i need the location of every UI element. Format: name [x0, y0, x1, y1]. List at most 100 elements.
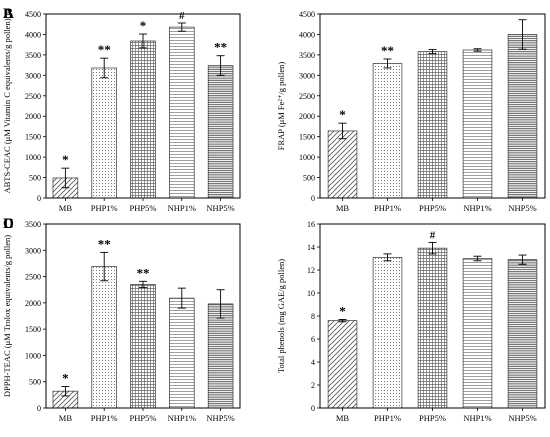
y-tick-label: 14	[307, 243, 315, 252]
y-tick-label: 500	[29, 174, 41, 183]
significance-mark: *	[62, 152, 69, 167]
significance-mark: **	[381, 43, 394, 58]
y-tick-label: 10	[307, 289, 315, 298]
y-tick-label: 3000	[25, 71, 41, 80]
y-tick-label: 4500	[25, 10, 41, 19]
plot-frame	[45, 13, 241, 199]
x-tick-label: PHP5%	[419, 203, 446, 213]
y-tick-label: 4000	[299, 30, 315, 39]
y-tick-label: 4500	[299, 10, 315, 19]
y-tick-label: 500	[29, 378, 41, 387]
x-tick-label: PHP5%	[130, 203, 157, 213]
bar-NHP5%	[207, 303, 234, 409]
x-tick-label: PHP1%	[374, 203, 401, 213]
y-tick-label: 0	[311, 194, 315, 203]
y-tick-label: 2000	[25, 299, 41, 308]
bar-PHP5%	[130, 40, 156, 199]
x-tick-label: NHP1%	[463, 203, 491, 213]
chart-panel-c: C * MB ** PHP1% ** PHP5% NHP1% NHP5% 0 500 1000 1500…	[2, 216, 241, 423]
x-tick-label: MB	[336, 413, 350, 423]
y-tick-label: 3500	[25, 220, 41, 229]
y-tick-label: 500	[303, 174, 315, 183]
bar-PHP1%	[372, 257, 403, 409]
plot-frame	[45, 223, 241, 409]
bar-PHP1%	[91, 67, 117, 199]
y-tick-label: 2000	[299, 112, 315, 121]
x-tick-label: PHP1%	[374, 413, 401, 423]
y-tick-label: 2000	[25, 112, 41, 121]
panel-letter: D	[3, 216, 14, 232]
bar-NHP1%	[462, 49, 493, 199]
chart-panel-d: D * MB PHP1% # PHP5% NHP1% NHP5% 0 2 4 6 8 10 12 14 16 To…	[3, 216, 546, 423]
y-tick-label: 4	[311, 358, 315, 367]
y-tick-label: 2	[311, 381, 315, 390]
y-tick-label: 2500	[299, 92, 315, 101]
bar-MB	[327, 130, 358, 199]
x-tick-label: NHP5%	[508, 203, 536, 213]
bar-PHP5%	[417, 247, 448, 409]
y-axis-label: Total phenols (mg GAE/g pollen)	[276, 259, 286, 373]
bar-NHP5%	[207, 65, 234, 199]
bar-NHP1%	[462, 258, 493, 409]
y-tick-label: 0	[37, 194, 41, 203]
significance-mark: *	[339, 107, 346, 122]
significance-mark: *	[62, 370, 69, 385]
bar-NHP5%	[507, 259, 538, 409]
y-tick-label: 4000	[25, 30, 41, 39]
significance-mark: *	[339, 303, 346, 318]
chart-panel-b: B*MB**PHP1% PHP5% NHP1% NHP5%05001000150020…	[3, 6, 546, 213]
y-tick-label: 8	[311, 312, 315, 321]
y-tick-label: 1000	[25, 153, 41, 162]
plot-frame	[319, 223, 546, 409]
y-tick-label: 0	[37, 404, 41, 413]
bar-PHP5%	[417, 51, 448, 199]
y-tick-label: 3500	[25, 51, 41, 60]
significance-mark: #	[179, 10, 185, 22]
x-tick-label: NHP1%	[168, 203, 196, 213]
x-tick-label: NHP5%	[206, 203, 234, 213]
significance-mark: *	[140, 18, 147, 33]
panel-letter: B	[3, 6, 13, 22]
plot-frame	[319, 13, 546, 199]
significance-mark: **	[137, 265, 150, 280]
y-tick-label: 3000	[25, 246, 41, 255]
bar-PHP1%	[91, 266, 117, 409]
y-tick-label: 3000	[299, 71, 315, 80]
y-axis-label: DPPH-TEAC (μM Trolox equivalents/g polle…	[2, 235, 12, 397]
significance-mark: **	[214, 40, 227, 55]
panel-letter: A	[3, 6, 14, 22]
x-tick-label: PHP5%	[419, 413, 446, 423]
chart-panel-a: A * MB ** PHP1% * PHP5% # NHP1% ** NHP5% 0 500 1000 15…	[2, 6, 241, 213]
x-tick-label: NHP1%	[463, 413, 491, 423]
x-tick-label: MB	[59, 413, 73, 423]
bar-NHP1%	[169, 297, 195, 409]
y-tick-label: 6	[311, 335, 315, 344]
x-tick-label: PHP1%	[91, 413, 118, 423]
y-tick-label: 1500	[299, 133, 315, 142]
x-tick-label: PHP1%	[91, 203, 118, 213]
significance-mark: **	[98, 42, 111, 57]
x-tick-label: NHP5%	[206, 413, 234, 423]
y-tick-label: 1000	[25, 351, 41, 360]
x-tick-label: MB	[336, 203, 350, 213]
y-tick-label: 1500	[25, 133, 41, 142]
x-tick-label: NHP5%	[508, 413, 536, 423]
bar-NHP1%	[169, 26, 195, 199]
y-tick-label: 3500	[299, 51, 315, 60]
significance-mark: **	[98, 236, 111, 251]
x-tick-label: PHP5%	[130, 413, 157, 423]
bar-PHP1%	[372, 63, 403, 199]
y-tick-label: 0	[311, 404, 315, 413]
y-tick-label: 1500	[25, 325, 41, 334]
y-tick-label: 2500	[25, 273, 41, 282]
panel-letter: C	[3, 216, 14, 232]
bar-PHP5%	[130, 284, 156, 409]
y-axis-label: ABTS-CEAC (μM Vitamin C equivalents/g po…	[2, 18, 12, 193]
y-tick-label: 1000	[299, 153, 315, 162]
bar-NHP5%	[507, 34, 538, 199]
x-tick-label: NHP1%	[168, 413, 196, 423]
bar-MB	[327, 320, 358, 409]
x-tick-label: MB	[59, 203, 73, 213]
